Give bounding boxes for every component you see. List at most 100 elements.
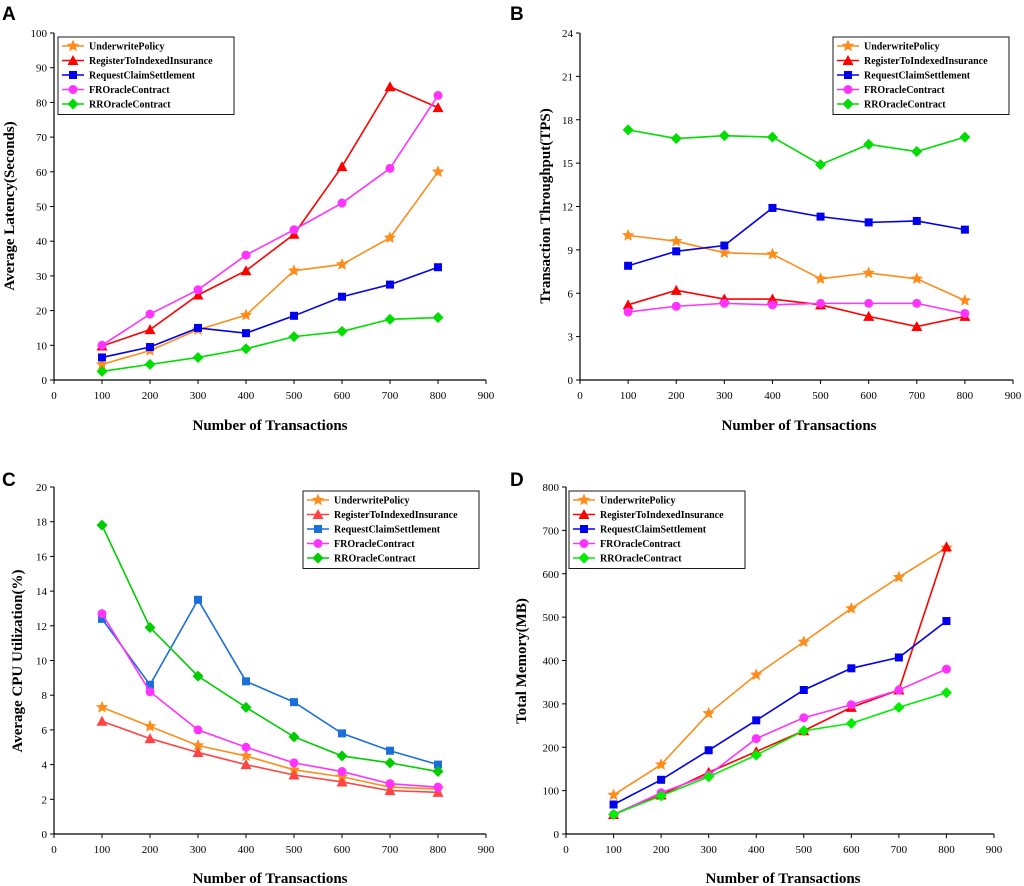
y-tick-label: 100: [543, 786, 560, 798]
series-line-FROracleContract: [613, 668, 947, 816]
data-point-RROracleContract: [144, 358, 156, 370]
y-axis-title: Average CPU Utilization(%): [10, 569, 26, 752]
x-tick-label: 600: [843, 844, 860, 856]
data-point-RROracleContract: [911, 146, 923, 158]
series-line-UnderwritePolicy: [628, 234, 966, 302]
panel-a-latency-chart: A Number of Transactions Average Latency…: [2, 4, 495, 434]
legend-marker-RROracleContract: [842, 98, 854, 110]
panel-label: A: [2, 4, 16, 25]
legend-label: UnderwritePolicy: [864, 42, 940, 53]
x-tick-label: 300: [190, 844, 207, 856]
y-tick-label: 18: [562, 115, 574, 127]
y-tick-label: 18: [36, 517, 48, 529]
data-point-FROracleContract: [97, 340, 107, 350]
data-point-UnderwritePolicy: [814, 272, 827, 285]
data-point-RegisterToIndexedInsurance: [240, 759, 252, 770]
x-tick-label: 200: [142, 844, 159, 856]
data-point-RROracleContract: [655, 790, 667, 802]
y-tick-label: 50: [36, 202, 48, 214]
data-point-FROracleContract: [241, 742, 251, 752]
y-tick-label: 21: [562, 71, 573, 83]
series-line-RegisterToIndexedInsurance: [613, 546, 948, 816]
legend-label: RegisterToIndexedInsurance: [89, 56, 213, 67]
data-point-RegisterToIndexedInsurance: [336, 161, 348, 172]
y-tick-label: 12: [36, 621, 47, 633]
data-point-FROracleContract: [241, 250, 251, 260]
data-point-RROracleContract: [863, 138, 875, 150]
data-point-RegisterToIndexedInsurance: [766, 293, 778, 304]
data-point-RequestClaimSettlement: [657, 775, 666, 784]
y-tick-label: 9: [568, 245, 574, 257]
data-point-RequestClaimSettlement: [847, 664, 856, 673]
data-point-RROracleContract: [192, 351, 204, 363]
data-point-RROracleContract: [240, 343, 252, 355]
data-point-RequestClaimSettlement: [194, 323, 202, 332]
data-point-UnderwritePolicy: [335, 257, 349, 270]
data-point-FROracleContract: [289, 758, 299, 768]
data-point-RequestClaimSettlement: [146, 680, 154, 689]
data-point-RequestClaimSettlement: [799, 685, 808, 694]
series-line-UnderwritePolicy: [101, 171, 439, 366]
legend-marker-FROracleContract: [843, 85, 853, 94]
data-point-FROracleContract: [145, 687, 155, 697]
x-tick-label: 900: [478, 844, 495, 856]
y-tick-label: 500: [543, 612, 560, 624]
y-tick-label: 0: [568, 375, 574, 387]
x-tick-label: 500: [286, 390, 303, 402]
data-point-RequestClaimSettlement: [720, 241, 729, 250]
x-tick-label: 700: [891, 844, 908, 856]
data-point-FROracleContract: [751, 734, 761, 744]
legend-marker-RegisterToIndexedInsurance: [578, 509, 590, 519]
y-tick-label: 600: [543, 569, 560, 581]
data-point-RegisterToIndexedInsurance: [288, 769, 300, 780]
series-line-RROracleContract: [627, 129, 966, 166]
data-point-RequestClaimSettlement: [912, 216, 921, 225]
y-axis-title: Average Latency(Seconds): [2, 121, 18, 290]
data-point-RegisterToIndexedInsurance: [911, 321, 923, 332]
series-line-FROracleContract: [101, 95, 439, 346]
y-tick-label: 6: [568, 288, 574, 300]
data-point-RegisterToIndexedInsurance: [384, 785, 396, 796]
legend-marker-RROracleContract: [578, 552, 590, 564]
y-tick-label: 0: [42, 829, 48, 841]
legend-box: [302, 490, 480, 569]
data-point-RequestClaimSettlement: [704, 746, 713, 755]
data-point-RegisterToIndexedInsurance: [384, 81, 396, 92]
data-point-FROracleContract: [719, 298, 729, 308]
y-tick-label: 14: [36, 586, 48, 598]
legend-label: RROracleContract: [864, 100, 946, 111]
data-point-RROracleContract: [240, 701, 252, 713]
x-tick-label: 600: [334, 390, 351, 402]
data-point-FROracleContract: [193, 725, 203, 735]
legend-marker-UnderwritePolicy: [66, 39, 80, 52]
legend-marker-RROracleContract: [312, 552, 324, 564]
legend-label: RegisterToIndexedInsurance: [864, 56, 988, 67]
data-point-FROracleContract: [671, 301, 681, 311]
data-point-FROracleContract: [337, 198, 347, 208]
legend-marker-UnderwritePolicy: [311, 493, 325, 506]
data-point-FROracleContract: [894, 685, 904, 695]
series-line-RROracleContract: [613, 691, 947, 816]
x-tick-label: 700: [382, 390, 399, 402]
legend-label: UnderwritePolicy: [334, 496, 410, 507]
data-point-FROracleContract: [767, 300, 777, 310]
y-tick-label: 20: [36, 306, 48, 318]
data-point-UnderwritePolicy: [191, 739, 205, 751]
legend-label: FROracleContract: [864, 85, 945, 96]
legend-marker-RegisterToIndexedInsurance: [67, 55, 79, 65]
data-point-RROracleContract: [845, 717, 857, 729]
series-line-RegisterToIndexedInsurance: [101, 85, 439, 347]
x-tick-label: 200: [142, 390, 159, 402]
legend-label: FROracleContract: [600, 539, 681, 550]
legend-marker-RROracleContract: [67, 98, 79, 110]
data-point-UnderwritePolicy: [143, 719, 157, 732]
data-point-FROracleContract: [97, 609, 107, 619]
legend-marker-FROracleContract: [313, 539, 323, 548]
x-tick-label: 0: [577, 390, 583, 402]
legend-label: RROracleContract: [89, 100, 171, 111]
y-tick-label: 2: [42, 794, 48, 806]
panel-label: C: [2, 470, 16, 491]
data-point-RegisterToIndexedInsurance: [622, 299, 634, 310]
legend-label: RROracleContract: [334, 554, 416, 565]
legend-box: [832, 36, 1010, 115]
